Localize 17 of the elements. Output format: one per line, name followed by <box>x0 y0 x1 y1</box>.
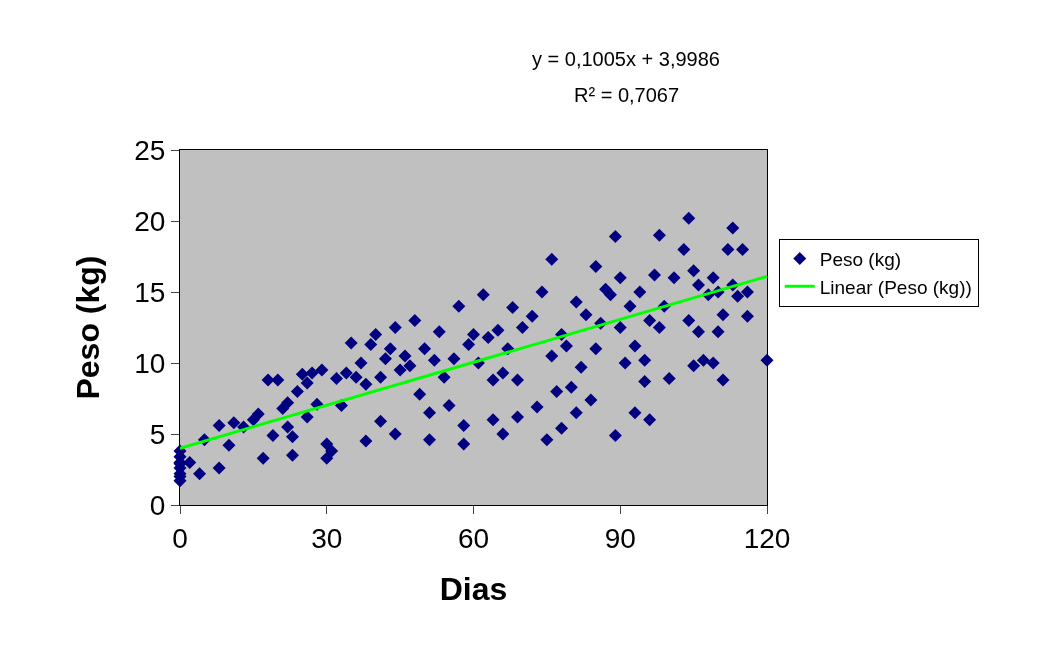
x-tick-label: 90 <box>604 522 636 554</box>
x-axis-title: Dias <box>439 571 508 608</box>
x-tick-label: 60 <box>457 522 490 554</box>
y-tick-label: 0 <box>149 489 166 521</box>
x-tick-label: 120 <box>743 522 791 554</box>
y-axis-title: Peso (kg) <box>69 255 106 400</box>
y-tick-label: 25 <box>134 134 166 166</box>
text: R² = 0,7067 <box>574 84 680 106</box>
y-tick-label: 15 <box>134 276 166 308</box>
y-tick-label: 10 <box>134 347 166 379</box>
legend-label: Peso (kg) <box>819 249 902 271</box>
text: y = 0,1005x + 3,9986 <box>532 48 720 70</box>
legend-label: Linear (Peso (kg)) <box>819 276 972 298</box>
x-tick-label: 30 <box>311 522 343 554</box>
x-tick-label: 0 <box>172 522 188 554</box>
y-tick-label: 5 <box>149 418 166 450</box>
y-tick-label: 20 <box>134 205 166 237</box>
